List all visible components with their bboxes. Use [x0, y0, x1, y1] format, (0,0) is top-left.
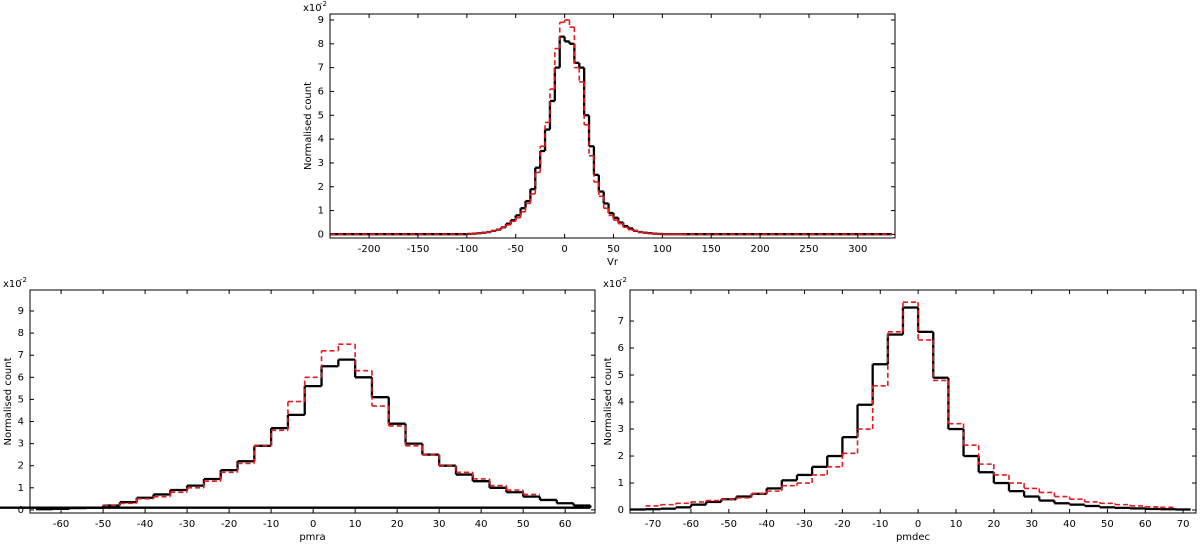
x-tick-label: -20	[834, 519, 850, 530]
x-tick-label: 30	[1025, 519, 1038, 530]
y-tick-label: 8	[18, 328, 24, 339]
y-tick-label: 6	[18, 372, 24, 383]
axes-frame	[629, 289, 1197, 514]
y-scale-exponent: -2	[320, 0, 327, 8]
plot-area	[630, 290, 1196, 513]
x-tick-label: -60	[53, 519, 69, 530]
x-tick-label: -40	[137, 519, 153, 530]
x-tick-label: -50	[721, 519, 737, 530]
x-tick-label: -20	[221, 519, 237, 530]
y-tick-label: 0	[318, 229, 324, 240]
x-tick-label: 40	[475, 519, 488, 530]
x-tick-label: 20	[391, 519, 404, 530]
y-tick-label: 4	[618, 397, 624, 408]
x-tick-label: -10	[872, 519, 888, 530]
x-tick-label: -100	[455, 244, 478, 255]
x-tick-label: 50	[607, 244, 620, 255]
y-tick-label: 1	[618, 478, 624, 489]
y-tick-label: 4	[318, 134, 324, 145]
y-tick-label: 3	[318, 158, 324, 169]
axes-frame	[29, 289, 596, 514]
y-scale-base: x10	[303, 3, 322, 14]
y-axis-label: Normalised count	[303, 82, 314, 170]
y-tick-label: 7	[318, 63, 324, 74]
x-tick-label: -200	[358, 244, 381, 255]
y-tick-label: 0	[618, 505, 624, 516]
x-tick-label: 0	[915, 519, 921, 530]
plot-area	[30, 290, 595, 513]
x-tick-label: 60	[1139, 519, 1152, 530]
x-tick-label: -50	[95, 519, 111, 530]
x-tick-label: 0	[561, 244, 567, 255]
y-tick-label: 7	[18, 350, 24, 361]
x-tick-label: 250	[799, 244, 818, 255]
y-tick-label: 6	[318, 86, 324, 97]
y-scale-exponent: -2	[620, 276, 627, 284]
x-axis-label: Vr	[607, 257, 619, 268]
histogram-chart: -60 -50 -40 -30 -20 -10 0 10 20 30 40 50 60 0 1 2 3 4 5 6 7 8…	[0, 276, 596, 543]
x-tick-label: 40	[1063, 519, 1076, 530]
x-tick-label: 10	[349, 519, 362, 530]
x-tick-label: 300	[848, 244, 867, 255]
y-tick-label: 9	[18, 306, 24, 317]
y-tick-label: 4	[18, 417, 24, 428]
x-tick-label: -10	[263, 519, 279, 530]
x-tick-label: 50	[517, 519, 530, 530]
x-tick-label: 10	[950, 519, 963, 530]
y-tick-label: 6	[618, 343, 624, 354]
y-scale-exponent: -2	[20, 276, 27, 284]
plot-area	[330, 14, 895, 238]
axes-frame	[329, 13, 896, 239]
y-tick-label: 1	[18, 483, 24, 494]
histogram-chart: -200 -150 -100 -50 0 50 100 150 200 250 300 0 1 2 3 4 5 6…	[303, 0, 896, 268]
y-scale-base: x10	[3, 279, 22, 290]
histogram-chart: -70 -60 -50 -40 -30 -20 -10 0 10 20 30 40 50 60 70 0 1 2 3…	[603, 276, 1197, 543]
x-tick-label: -150	[407, 244, 430, 255]
x-tick-label: 60	[559, 519, 572, 530]
x-tick-label: -70	[645, 519, 661, 530]
y-tick-label: 3	[618, 424, 624, 435]
y-tick-label: 2	[618, 451, 624, 462]
y-tick-label: 8	[318, 39, 324, 50]
x-tick-label: 70	[1177, 519, 1190, 530]
y-axis-label: Normalised count	[3, 357, 14, 445]
x-tick-label: 30	[433, 519, 446, 530]
x-axis-label: pmra	[299, 532, 325, 543]
x-tick-label: -30	[796, 519, 812, 530]
x-axis-label: pmdec	[896, 532, 930, 543]
y-scale-base: x10	[603, 279, 622, 290]
x-tick-label: -40	[759, 519, 775, 530]
x-tick-label: -30	[179, 519, 195, 530]
y-tick-label: 0	[18, 505, 24, 516]
y-tick-label: 7	[618, 316, 624, 327]
y-tick-label: 9	[318, 15, 324, 26]
x-tick-label: 200	[751, 244, 770, 255]
y-tick-label: 5	[18, 394, 24, 405]
x-tick-label: -50	[508, 244, 524, 255]
y-tick-label: 1	[318, 206, 324, 217]
x-tick-label: 0	[310, 519, 316, 530]
y-tick-label: 2	[318, 182, 324, 193]
x-tick-label: -60	[683, 519, 699, 530]
x-tick-label: 150	[702, 244, 721, 255]
y-tick-label: 2	[18, 461, 24, 472]
y-tick-label: 3	[18, 439, 24, 450]
y-axis-label: Normalised count	[603, 357, 614, 445]
x-tick-label: 50	[1101, 519, 1114, 530]
y-tick-label: 5	[318, 110, 324, 121]
x-tick-label: 100	[653, 244, 672, 255]
x-tick-label: 20	[987, 519, 1000, 530]
y-tick-label: 5	[618, 370, 624, 381]
